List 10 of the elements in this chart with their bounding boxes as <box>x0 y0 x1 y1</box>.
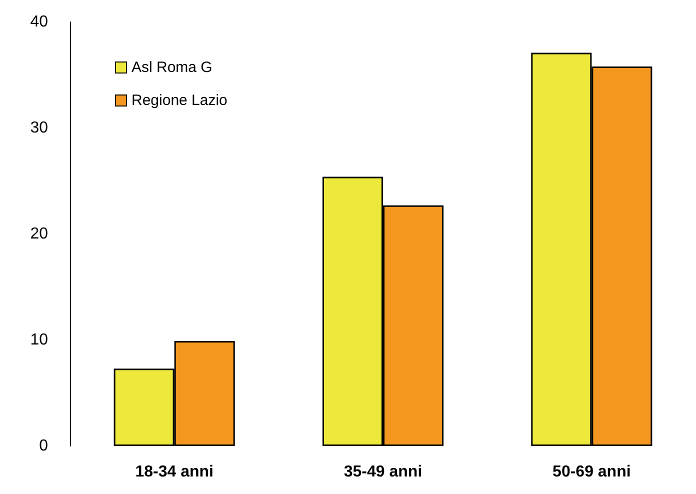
x-tick-label: 50-69 anni <box>552 464 631 480</box>
legend-label: Regione Lazio <box>132 92 228 109</box>
y-tick-label: 20 <box>30 226 48 242</box>
legend-label: Asl Roma G <box>132 59 212 76</box>
x-tick-label: 18-34 anni <box>135 464 214 480</box>
y-tick-label: 10 <box>30 332 48 348</box>
x-tick-label: 35-49 anni <box>344 464 422 480</box>
y-tick-label: 0 <box>39 438 48 454</box>
y-tick-label: 30 <box>30 120 48 136</box>
y-tick-label: 40 <box>30 14 48 30</box>
